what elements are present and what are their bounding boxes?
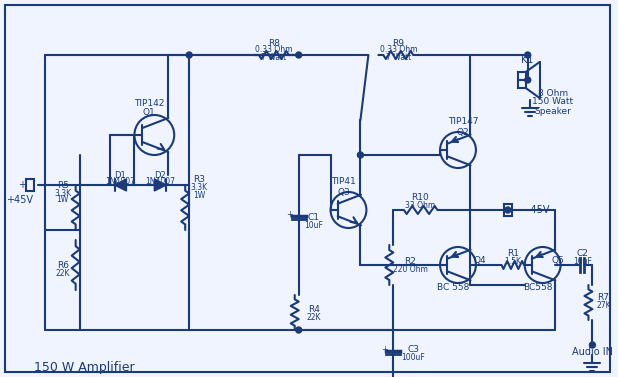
Text: R10: R10 xyxy=(412,193,429,202)
Text: BC558: BC558 xyxy=(523,282,552,291)
Text: C3: C3 xyxy=(407,345,419,354)
Text: 7 Watt: 7 Watt xyxy=(261,52,286,61)
Text: Q3: Q3 xyxy=(337,187,350,196)
Text: +45V: +45V xyxy=(6,195,33,205)
Text: +: + xyxy=(18,180,26,190)
Text: 1W: 1W xyxy=(57,196,69,204)
Text: 150 Watt: 150 Watt xyxy=(532,98,573,106)
Text: 1.5K: 1.5K xyxy=(504,256,521,265)
Circle shape xyxy=(357,152,363,158)
Text: 8 Ohm: 8 Ohm xyxy=(538,89,568,98)
Text: 27K: 27K xyxy=(596,302,611,311)
Text: 3.3K: 3.3K xyxy=(54,188,71,198)
Text: TIP142: TIP142 xyxy=(134,98,164,107)
Circle shape xyxy=(525,77,531,83)
Text: K1: K1 xyxy=(522,55,534,65)
Bar xyxy=(504,204,512,216)
Text: 1N4007: 1N4007 xyxy=(106,178,135,187)
Text: Q1: Q1 xyxy=(143,109,156,118)
Polygon shape xyxy=(154,179,166,191)
Circle shape xyxy=(296,327,302,333)
Circle shape xyxy=(525,52,531,58)
Text: 220 Ohm: 220 Ohm xyxy=(393,265,428,274)
Circle shape xyxy=(590,342,595,348)
Text: R8: R8 xyxy=(268,38,280,48)
Text: Q5: Q5 xyxy=(551,256,564,265)
Text: R3: R3 xyxy=(193,176,205,184)
Text: 150 W Amplifier: 150 W Amplifier xyxy=(35,360,135,374)
Text: D2: D2 xyxy=(154,170,166,179)
Text: TIP41: TIP41 xyxy=(331,178,356,187)
Text: R2: R2 xyxy=(404,257,416,267)
Text: TIP147: TIP147 xyxy=(447,118,478,127)
Text: R1: R1 xyxy=(507,248,519,257)
Text: R4: R4 xyxy=(308,305,320,314)
Text: C1: C1 xyxy=(308,213,320,222)
Text: R7: R7 xyxy=(598,294,609,302)
Text: -45V: -45V xyxy=(528,205,550,215)
Text: R6: R6 xyxy=(57,261,69,270)
Text: 100uF: 100uF xyxy=(401,354,425,363)
Text: 10uF: 10uF xyxy=(573,256,592,265)
Circle shape xyxy=(296,52,302,58)
Text: Q4: Q4 xyxy=(473,256,486,265)
Text: Q2: Q2 xyxy=(457,127,469,136)
Text: 22K: 22K xyxy=(307,314,321,322)
Text: 22K: 22K xyxy=(56,268,70,277)
Text: R5: R5 xyxy=(57,181,69,190)
Bar xyxy=(518,72,526,88)
Text: 1N4007: 1N4007 xyxy=(145,178,176,187)
Text: Speaker: Speaker xyxy=(534,106,571,115)
Text: 3.3K: 3.3K xyxy=(190,184,208,193)
Text: D1: D1 xyxy=(114,170,126,179)
Circle shape xyxy=(186,52,192,58)
Text: 0.33 Ohm: 0.33 Ohm xyxy=(255,46,292,55)
Text: 33 Ohm: 33 Ohm xyxy=(405,201,435,210)
Circle shape xyxy=(505,207,511,213)
Text: 1W: 1W xyxy=(193,190,205,199)
Text: R9: R9 xyxy=(392,38,404,48)
Text: +: + xyxy=(381,345,387,354)
Text: 0.33 Ohm: 0.33 Ohm xyxy=(379,46,417,55)
Text: 10uF: 10uF xyxy=(304,221,323,230)
Text: C2: C2 xyxy=(577,248,588,257)
Text: BC 558: BC 558 xyxy=(437,282,469,291)
Polygon shape xyxy=(114,179,127,191)
Text: Audio IN: Audio IN xyxy=(572,347,613,357)
Text: 7 Watt: 7 Watt xyxy=(386,52,411,61)
Bar xyxy=(26,179,34,191)
Text: +: + xyxy=(286,210,293,219)
